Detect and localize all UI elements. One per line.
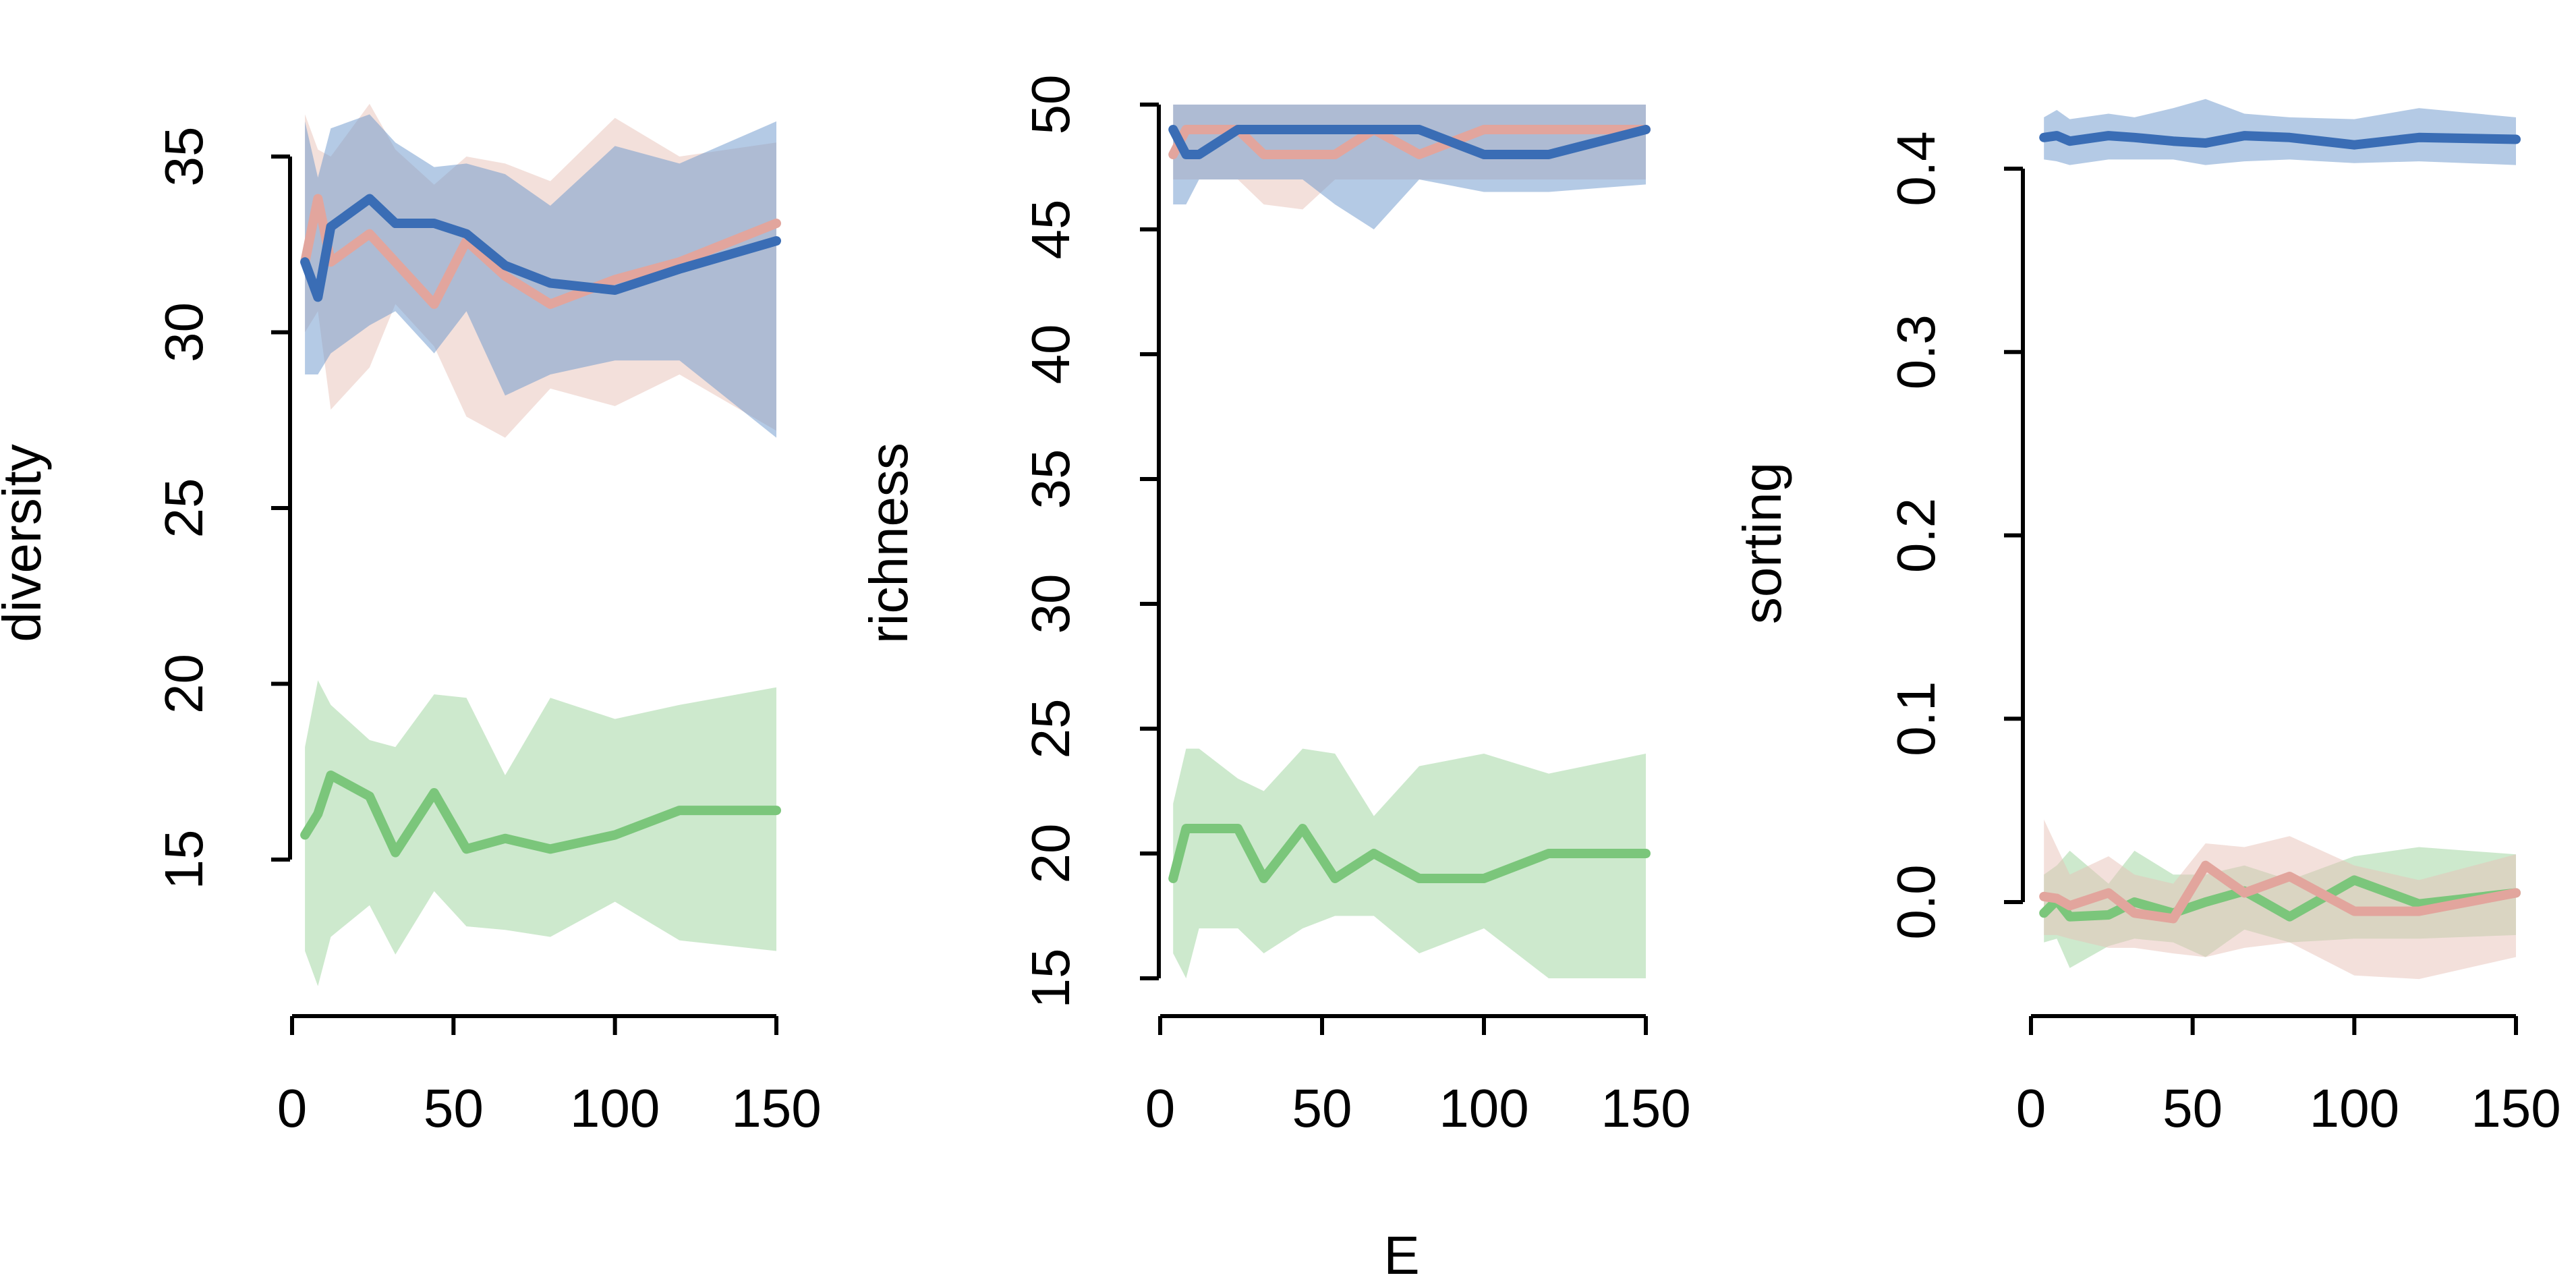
series-line-3 bbox=[1168, 824, 1651, 883]
y-tick-label: 15 bbox=[154, 830, 214, 890]
y-tick-label: 45 bbox=[1021, 200, 1081, 260]
series-line-2 bbox=[300, 194, 781, 302]
x-tick-label: 0 bbox=[1145, 1078, 1176, 1138]
y-tick-label: 20 bbox=[1021, 824, 1081, 884]
series-line-3 bbox=[2039, 860, 2521, 924]
y-tick-label: 35 bbox=[154, 127, 214, 187]
x-tick-label: 50 bbox=[1292, 1078, 1352, 1138]
y-tick-label: 20 bbox=[154, 654, 214, 714]
y-tick-label: 0.3 bbox=[1886, 314, 1946, 389]
y-tick-label: 15 bbox=[1021, 949, 1081, 1009]
series-band-3 bbox=[305, 680, 777, 986]
y-tick-label: 30 bbox=[1021, 574, 1081, 634]
series-line-1 bbox=[1168, 125, 1651, 159]
x-tick-label: 100 bbox=[1439, 1078, 1528, 1138]
x-tick-label: 150 bbox=[1601, 1078, 1690, 1138]
shared-x-axis-title: E bbox=[1383, 1225, 1419, 1285]
x-tick-label: 100 bbox=[2310, 1078, 2399, 1138]
y-tick-label: 0.2 bbox=[1886, 498, 1946, 573]
y-tick-label: 40 bbox=[1021, 325, 1081, 385]
y-tick-label: 0.4 bbox=[1886, 131, 1946, 206]
y-tick-label: 30 bbox=[154, 302, 214, 362]
x-tick-label: 100 bbox=[570, 1078, 660, 1138]
y-axis-title: sorting bbox=[1732, 462, 1792, 624]
x-tick-label: 150 bbox=[2471, 1078, 2560, 1138]
series-band-1 bbox=[2044, 99, 2516, 165]
y-tick-label: 50 bbox=[1021, 75, 1081, 135]
y-tick-label: 0.0 bbox=[1886, 864, 1946, 939]
chart-panel-richness: 15 20 25 30 35 40 45 50 richness 0 50 100 150 bbox=[859, 75, 1691, 1138]
x-tick-label: 50 bbox=[2163, 1078, 2223, 1138]
y-tick-label: 0.1 bbox=[1886, 681, 1946, 756]
y-axis-title: richness bbox=[859, 443, 919, 644]
y-tick-label: 35 bbox=[1021, 449, 1081, 509]
series-line-2 bbox=[2039, 875, 2521, 922]
x-tick-label: 0 bbox=[277, 1078, 308, 1138]
panels: 15 20 25 30 35 diversity 0 50 100 150 15 20 25 30 35 40… bbox=[0, 75, 2561, 1138]
series-line-3 bbox=[300, 771, 781, 858]
series-line-2 bbox=[1168, 125, 1651, 159]
x-tick-label: 50 bbox=[424, 1078, 484, 1138]
y-tick-label: 25 bbox=[1021, 699, 1081, 759]
y-axis-title: diversity bbox=[0, 444, 52, 642]
series-band-3 bbox=[1173, 748, 1646, 978]
series-band-3 bbox=[2044, 819, 2516, 980]
x-tick-label: 150 bbox=[731, 1078, 821, 1138]
series-line-1 bbox=[2039, 131, 2521, 150]
chart-panel-diversity: 15 20 25 30 35 diversity 0 50 100 150 bbox=[0, 103, 822, 1138]
x-tick-label: 0 bbox=[2016, 1078, 2047, 1138]
chart-panel-sorting: 0.0 0.1 0.2 0.3 0.4 sorting 0 50 100 150 bbox=[1732, 99, 2561, 1138]
y-tick-label: 25 bbox=[154, 478, 214, 538]
series-band-2 bbox=[1173, 105, 1646, 229]
